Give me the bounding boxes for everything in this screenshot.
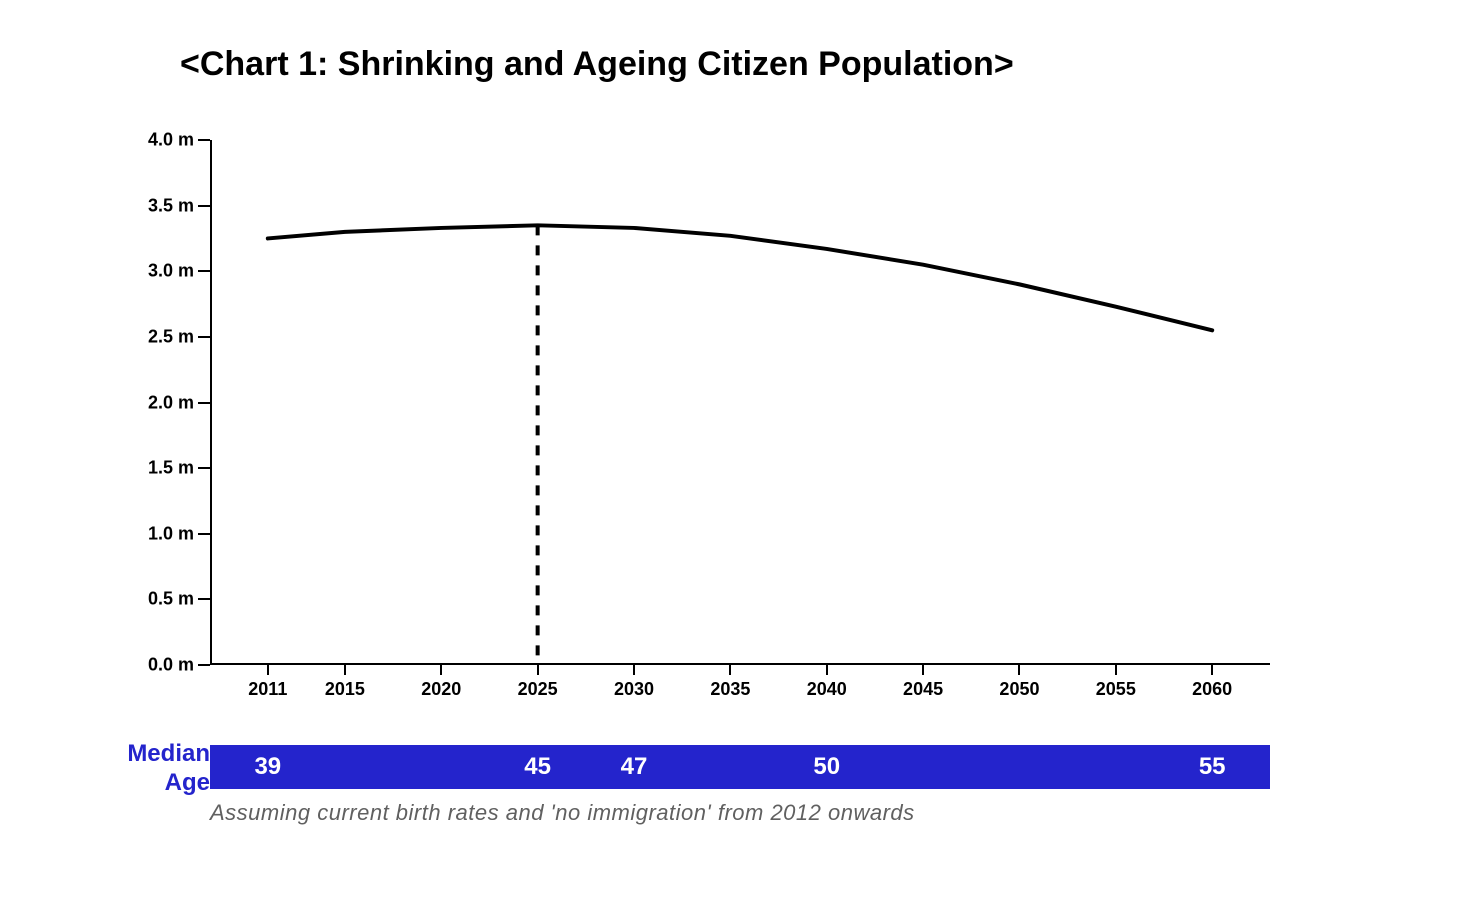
chart-container: 0.0 m 0.5 m 1.0 m 1.5 m 2.0 m 2.5 m 3.0 m 3.5 m… [130,140,1270,695]
page: <Chart 1: Shrinking and Ageing Citizen P… [0,0,1470,910]
x-axis-tick-label: 2035 [710,679,750,700]
y-axis-tick [198,139,210,141]
x-axis-tick-label: 2050 [999,679,1039,700]
y-axis-tick [198,467,210,469]
y-axis-tick-label: 0.0 m [148,655,194,676]
x-axis-tick [537,665,539,675]
median-age-value: 50 [813,753,840,781]
x-axis-tick-label: 2015 [325,679,365,700]
y-axis-tick [198,270,210,272]
median-age-value: 55 [1199,753,1226,781]
population-series-line [210,140,1270,665]
y-axis-tick-label: 3.0 m [148,261,194,282]
median-age-label: Median Age [100,740,210,798]
y-axis-tick [198,402,210,404]
x-axis-tick [1211,665,1213,675]
y-axis-tick [198,598,210,600]
x-axis-tick-label: 2020 [421,679,461,700]
y-axis-tick [198,533,210,535]
y-axis-tick-label: 1.0 m [148,523,194,544]
x-axis-tick [633,665,635,675]
x-axis-tick-label: 2030 [614,679,654,700]
x-axis-tick [267,665,269,675]
x-axis-tick-label: 2040 [807,679,847,700]
x-axis-tick-label: 2045 [903,679,943,700]
median-age-value: 39 [254,753,281,781]
y-axis-tick [198,664,210,666]
y-axis-tick-label: 2.5 m [148,326,194,347]
x-axis-tick [729,665,731,675]
median-age-value: 45 [524,753,551,781]
y-axis-tick-label: 3.5 m [148,195,194,216]
x-axis-tick-label: 2060 [1192,679,1232,700]
x-axis-tick [344,665,346,675]
y-axis-tick-label: 1.5 m [148,458,194,479]
chart-title: <Chart 1: Shrinking and Ageing Citizen P… [180,45,1014,84]
y-axis-tick [198,336,210,338]
chart-footnote: Assuming current birth rates and 'no imm… [210,800,915,826]
median-age-value: 47 [621,753,648,781]
y-axis-tick-label: 2.0 m [148,392,194,413]
x-axis-tick-label: 2055 [1096,679,1136,700]
median-age-bar: 39 45 47 50 55 [210,745,1270,789]
x-axis-tick-label: 2025 [518,679,558,700]
x-axis-tick [826,665,828,675]
x-axis-tick [440,665,442,675]
y-axis-tick-label: 0.5 m [148,589,194,610]
x-axis-tick [1018,665,1020,675]
x-axis-tick [922,665,924,675]
y-axis-tick [198,205,210,207]
x-axis-tick [1115,665,1117,675]
line-chart-plot: 0.0 m0.5 m1.0 m1.5 m2.0 m2.5 m3.0 m3.5 m… [210,140,1270,665]
x-axis-tick-label: 2011 [248,679,287,700]
y-axis-tick-label: 4.0 m [148,130,194,151]
